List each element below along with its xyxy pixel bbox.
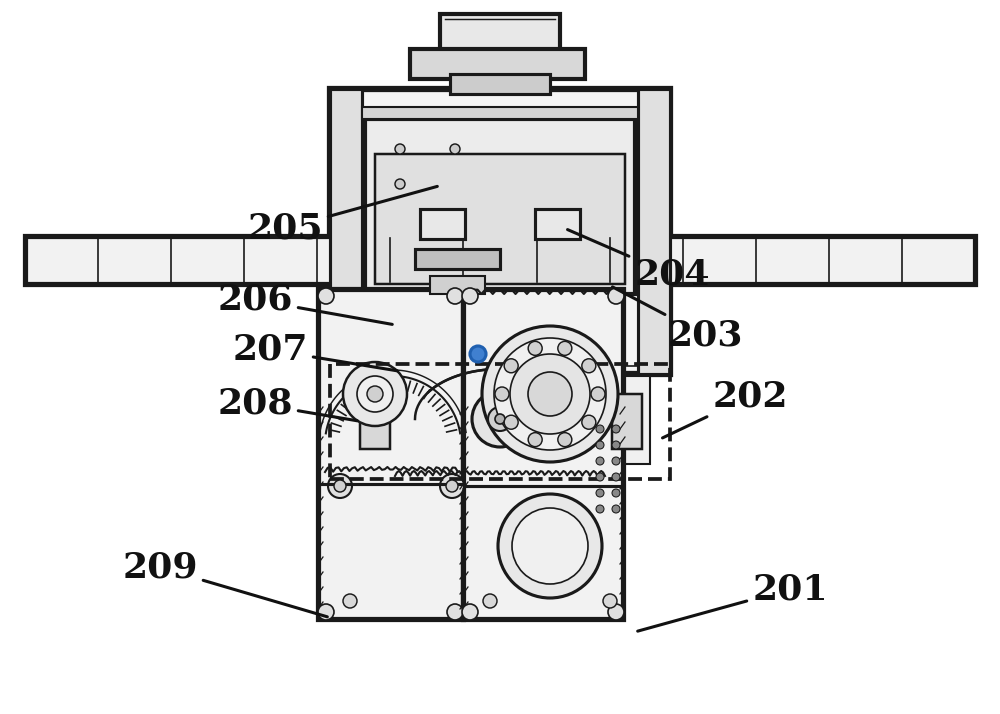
Circle shape [328,474,352,498]
Circle shape [612,457,620,465]
Circle shape [528,433,542,447]
Circle shape [596,473,604,481]
Circle shape [483,594,497,608]
Text: 207: 207 [232,333,397,371]
Circle shape [498,494,602,598]
Circle shape [494,338,606,450]
Bar [330,89,670,374]
Bar [25,236,975,284]
Circle shape [440,474,464,498]
Circle shape [528,372,572,416]
Circle shape [612,505,620,513]
Circle shape [343,594,357,608]
Circle shape [504,359,518,373]
Circle shape [558,433,572,447]
Bar [365,119,635,294]
Circle shape [446,480,458,492]
Text: 201: 201 [638,572,828,631]
Bar [415,249,500,269]
Circle shape [558,341,572,356]
Circle shape [470,346,486,362]
Circle shape [596,441,604,449]
Circle shape [334,480,346,492]
Bar [430,276,485,294]
Circle shape [512,508,588,584]
Bar [410,49,585,79]
Bar [463,289,623,619]
Circle shape [357,376,393,412]
Circle shape [482,326,618,462]
Bar [360,394,390,449]
Circle shape [582,416,596,429]
Circle shape [343,362,407,426]
Text: 203: 203 [612,287,743,353]
Circle shape [488,407,512,431]
Bar [612,394,642,449]
Text: 208: 208 [217,386,357,421]
Circle shape [612,441,620,449]
Circle shape [462,604,478,620]
Text: 202: 202 [663,379,788,438]
Text: 209: 209 [122,550,327,617]
Circle shape [612,489,620,497]
Text: 205: 205 [247,186,437,246]
Bar [638,89,670,374]
Circle shape [367,386,383,402]
Circle shape [462,288,478,304]
Circle shape [608,288,624,304]
Bar [375,154,625,284]
Circle shape [495,387,509,401]
Circle shape [591,387,605,401]
Bar [330,364,670,479]
Circle shape [582,359,596,373]
Circle shape [528,341,542,356]
Text: 204: 204 [568,230,710,292]
Bar [350,376,650,464]
Circle shape [447,604,463,620]
Circle shape [596,489,604,497]
Circle shape [472,391,528,447]
Circle shape [450,144,460,154]
Circle shape [447,288,463,304]
Circle shape [608,604,624,620]
Bar [450,74,550,94]
Circle shape [603,594,617,608]
Bar [535,209,580,239]
Circle shape [318,604,334,620]
Bar [318,289,463,619]
Text: 206: 206 [217,283,392,324]
Bar [330,89,362,374]
Bar [440,14,560,54]
Circle shape [596,505,604,513]
Circle shape [495,414,505,424]
Circle shape [395,144,405,154]
Circle shape [318,288,334,304]
Circle shape [510,354,590,434]
Bar [420,209,465,239]
Circle shape [395,179,405,189]
Circle shape [612,473,620,481]
Circle shape [596,457,604,465]
Circle shape [596,425,604,433]
Bar [362,107,638,119]
Circle shape [612,425,620,433]
Circle shape [504,416,518,429]
